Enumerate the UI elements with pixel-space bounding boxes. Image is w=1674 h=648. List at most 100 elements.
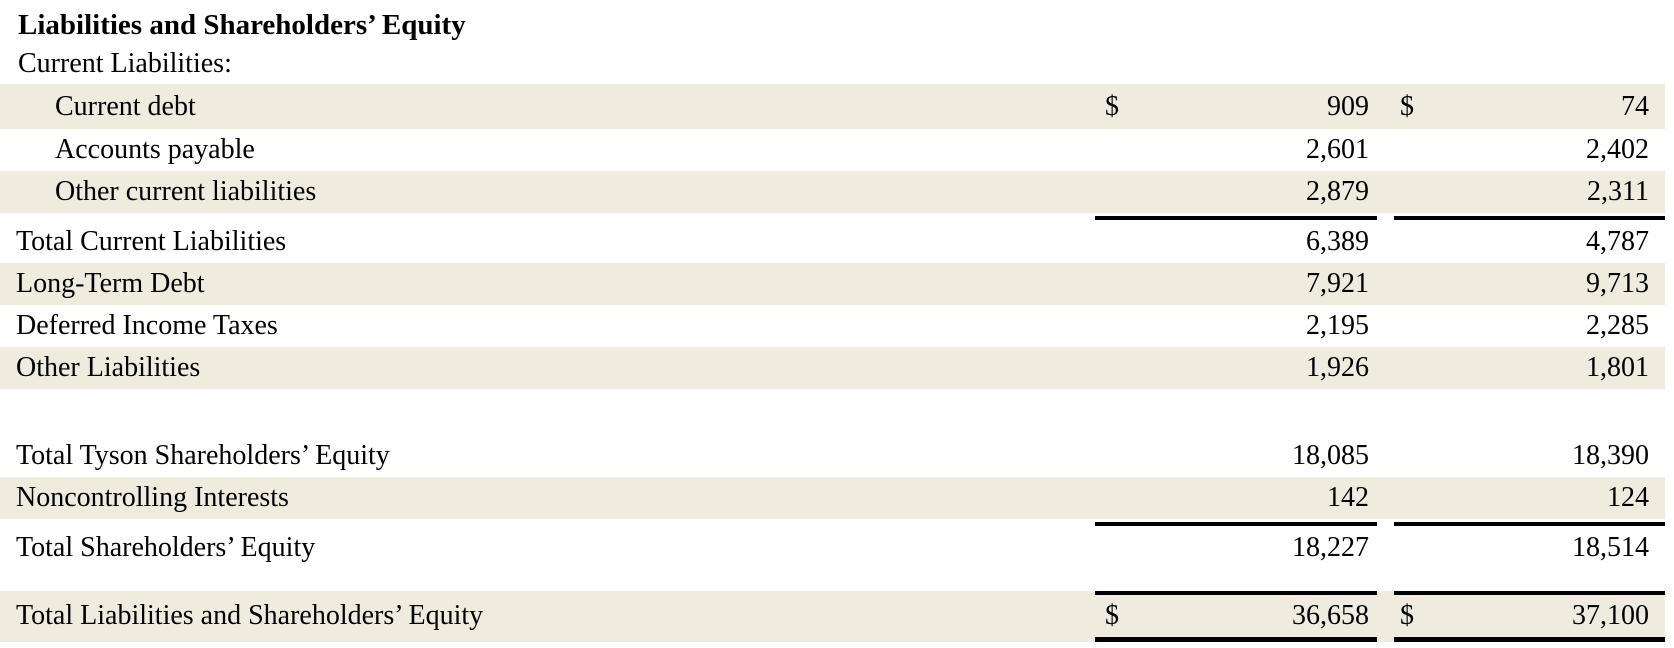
- value-cell: 2,879: [1306, 176, 1369, 207]
- value-cell: 1,801: [1586, 352, 1649, 383]
- rule-label-space: [0, 213, 1095, 221]
- currency-symbol: [1095, 129, 1150, 171]
- column-gap: [1377, 171, 1394, 213]
- column-gap: [1377, 221, 1394, 263]
- value-group-2: 9,713: [1394, 263, 1665, 305]
- value-cell: 2,285: [1586, 310, 1649, 341]
- value-cell: 74: [1621, 90, 1649, 122]
- section-header: Current Liabilities:: [18, 48, 232, 79]
- value-group-1: 142: [1095, 477, 1377, 519]
- column-gap: [1377, 84, 1394, 129]
- currency-symbol: $: [1105, 600, 1119, 631]
- currency-symbol: [1095, 305, 1150, 347]
- table-row-total-tyson-shareholders-equity: Total Tyson Shareholders’ Equity 18,085 …: [0, 435, 1665, 477]
- currency-symbol: [1095, 221, 1150, 263]
- value-cell: 18,085: [1292, 440, 1369, 471]
- currency-symbol: [1394, 435, 1452, 477]
- value-cell: 9,713: [1586, 268, 1649, 299]
- column-gap: [1377, 263, 1394, 305]
- row-label: Deferred Income Taxes: [16, 310, 278, 341]
- value-cell: 18,390: [1572, 440, 1649, 471]
- column-gap: [1377, 129, 1394, 171]
- page-title: Liabilities and Shareholders’ Equity: [18, 9, 466, 41]
- rule-gap: [1377, 213, 1394, 221]
- row-label: Total Shareholders’ Equity: [16, 532, 316, 563]
- value-cell: 7,921: [1306, 268, 1369, 299]
- column-gap: [1377, 347, 1394, 389]
- subtotal-rule-row: [0, 519, 1665, 527]
- value-cell: 1,926: [1306, 352, 1369, 383]
- table-row-noncontrolling-interests: Noncontrolling Interests 142 124: [0, 477, 1665, 519]
- table-row-long-term-debt: Long-Term Debt 7,921 9,713: [0, 263, 1665, 305]
- currency-symbol: [1095, 435, 1150, 477]
- subtotal-rule: [1095, 216, 1377, 220]
- table-row-deferred-income-taxes: Deferred Income Taxes 2,195 2,285: [0, 305, 1665, 347]
- value-cell: 18,227: [1292, 532, 1369, 563]
- value-cell: 2,195: [1306, 310, 1369, 341]
- value-cell: 2,402: [1586, 134, 1649, 165]
- value-cell: 4,787: [1586, 226, 1649, 257]
- row-label: Noncontrolling Interests: [0, 477, 1095, 519]
- currency-symbol: [1095, 477, 1150, 519]
- subtotal-rule: [1394, 522, 1665, 526]
- value-group-1: 1,926: [1095, 347, 1377, 389]
- column-gap: [1377, 305, 1394, 347]
- row-label: Current debt: [0, 84, 1095, 129]
- value-group-1: $ 36,658: [1095, 591, 1377, 642]
- row-label: Total Current Liabilities: [16, 226, 287, 257]
- currency-symbol: [1095, 347, 1150, 389]
- value-group-2: $ 37,100: [1394, 591, 1665, 642]
- value-group-2: 124: [1394, 477, 1665, 519]
- value-group-1: 2,601: [1095, 129, 1377, 171]
- value-cell: 2,311: [1587, 176, 1649, 207]
- row-label: Accounts payable: [55, 134, 255, 165]
- value-cell: 142: [1327, 482, 1369, 513]
- value-group-1: 6,389: [1095, 221, 1377, 263]
- currency-symbol: [1095, 171, 1150, 213]
- value-cell: 2,601: [1306, 134, 1369, 165]
- currency-symbol: $: [1400, 600, 1414, 631]
- column-gap: [1377, 527, 1394, 569]
- currency-symbol: [1394, 221, 1452, 263]
- table-body: Current debt $ 909 $ 74 Accounts payable…: [0, 84, 1665, 642]
- table-row-total-current-liabilities: Total Current Liabilities 6,389 4,787: [0, 221, 1665, 263]
- value-group-2: 4,787: [1394, 221, 1665, 263]
- currency-symbol: [1394, 305, 1452, 347]
- value-cell: 37,100: [1572, 600, 1649, 631]
- rule-gap: [1377, 519, 1394, 527]
- value-group-2: 1,801: [1394, 347, 1665, 389]
- column-gap: [1377, 435, 1394, 477]
- currency-symbol: $: [1105, 90, 1119, 122]
- currency-symbol: [1394, 129, 1452, 171]
- currency-symbol: [1394, 171, 1452, 213]
- currency-symbol: [1394, 263, 1452, 305]
- value-group-2: $ 74: [1394, 84, 1665, 129]
- value-group-2: 2,311: [1394, 171, 1665, 213]
- value-cell: 18,514: [1572, 532, 1649, 563]
- rule-label-space: [0, 519, 1095, 527]
- value-cell: 124: [1607, 482, 1649, 513]
- currency-symbol: [1394, 527, 1452, 569]
- subtotal-rule-row: [0, 213, 1665, 221]
- column-gap: [1377, 591, 1394, 642]
- currency-symbol: [1394, 477, 1452, 519]
- value-group-1: 2,879: [1095, 171, 1377, 213]
- value-group-1: $ 909: [1095, 84, 1377, 129]
- value-cell: 36,658: [1292, 600, 1369, 631]
- value-cell: 6,389: [1306, 226, 1369, 257]
- row-label: Total Tyson Shareholders’ Equity: [16, 440, 390, 471]
- row-label: Other current liabilities: [0, 171, 1095, 213]
- row-label: Other Liabilities: [0, 347, 1095, 389]
- value-cell: 909: [1327, 90, 1369, 122]
- table-row-other-liabilities: Other Liabilities 1,926 1,801: [0, 347, 1665, 389]
- subtotal-rule: [1095, 522, 1377, 526]
- spacer-row: [0, 389, 1665, 435]
- currency-symbol: $: [1400, 90, 1414, 122]
- column-gap: [1377, 477, 1394, 519]
- subtotal-rule: [1394, 216, 1665, 220]
- table-row-other-current-liabilities: Other current liabilities 2,879 2,311: [0, 171, 1665, 213]
- spacer-row: [0, 569, 1665, 591]
- table-row-total-liabilities-and-shareholders-equity: Total Liabilities and Shareholders’ Equi…: [0, 591, 1665, 642]
- currency-symbol: [1095, 263, 1150, 305]
